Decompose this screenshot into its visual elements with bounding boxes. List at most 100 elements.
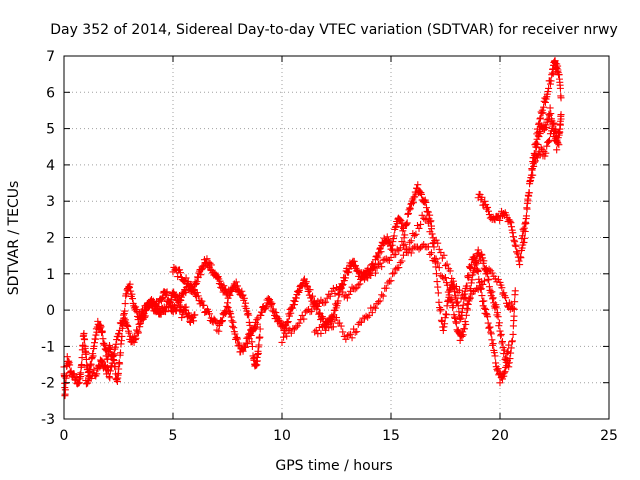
- data-point: [81, 336, 89, 344]
- data-point: [532, 139, 540, 147]
- data-point: [404, 209, 412, 217]
- data-point: [239, 347, 247, 355]
- data-point: [415, 245, 423, 253]
- data-point: [443, 260, 451, 268]
- data-point: [523, 204, 531, 212]
- data-point: [462, 320, 470, 328]
- data-point: [121, 316, 129, 324]
- data-point: [286, 326, 294, 334]
- data-point: [437, 305, 445, 313]
- data-point: [235, 286, 243, 294]
- data-point: [538, 109, 546, 117]
- data-point: [396, 259, 404, 267]
- data-point: [370, 303, 378, 311]
- data-point: [456, 286, 464, 294]
- data-point: [82, 355, 90, 363]
- data-point: [82, 349, 90, 357]
- data-point: [480, 304, 488, 312]
- data-point: [434, 259, 442, 267]
- data-point: [509, 304, 517, 312]
- data-point: [232, 278, 240, 286]
- data-point: [545, 138, 553, 146]
- data-point: [404, 210, 412, 218]
- data-point: [120, 314, 128, 322]
- data-point: [536, 115, 544, 123]
- data-point: [511, 287, 519, 295]
- data-point: [488, 336, 496, 344]
- data-point: [436, 307, 444, 315]
- data-point: [223, 302, 231, 310]
- data-point: [452, 319, 460, 327]
- data-point: [410, 232, 418, 240]
- data-point: [131, 336, 139, 344]
- data-point: [233, 335, 241, 343]
- data-point: [116, 360, 124, 368]
- y-tick-label: 7: [46, 49, 55, 65]
- data-point: [129, 295, 137, 303]
- data-point: [442, 262, 449, 270]
- data-point: [193, 278, 201, 286]
- data-point: [553, 138, 561, 146]
- data-point: [438, 273, 446, 281]
- data-point: [432, 255, 440, 263]
- data-point: [177, 296, 185, 304]
- data-point: [337, 284, 345, 292]
- data-point: [311, 328, 319, 336]
- data-point: [472, 257, 480, 265]
- series-E: [278, 238, 519, 371]
- data-points: [60, 57, 565, 400]
- data-point: [491, 275, 499, 283]
- data-point: [253, 320, 261, 328]
- data-point: [323, 321, 331, 329]
- data-point: [289, 304, 297, 312]
- data-point: [448, 298, 456, 306]
- data-point: [317, 329, 325, 337]
- data-point: [340, 332, 348, 340]
- data-point: [456, 315, 464, 323]
- data-point: [484, 313, 492, 321]
- data-point: [119, 311, 127, 319]
- data-point: [498, 339, 506, 347]
- data-point: [520, 224, 528, 232]
- data-point: [300, 315, 308, 323]
- data-point: [182, 303, 190, 311]
- data-point: [376, 297, 384, 305]
- data-point: [510, 236, 518, 244]
- data-point: [378, 263, 386, 271]
- data-point: [545, 84, 553, 92]
- data-point: [496, 327, 504, 335]
- data-point: [494, 365, 502, 373]
- data-point: [347, 330, 355, 338]
- data-point: [557, 115, 565, 123]
- data-point: [387, 277, 395, 285]
- data-point: [465, 272, 473, 280]
- data-point: [494, 309, 502, 317]
- data-point: [482, 270, 490, 278]
- data-point: [462, 311, 470, 319]
- data-point: [513, 248, 521, 256]
- data-point: [193, 289, 201, 297]
- data-point: [244, 309, 252, 317]
- data-point: [134, 327, 142, 335]
- data-point: [542, 149, 550, 157]
- data-point: [158, 294, 166, 302]
- data-point: [524, 197, 532, 205]
- data-point: [108, 359, 116, 367]
- data-point: [187, 281, 195, 289]
- data-point: [549, 69, 557, 77]
- data-point: [418, 242, 426, 250]
- data-point: [478, 251, 486, 259]
- data-point: [238, 287, 246, 295]
- data-point: [111, 343, 119, 351]
- data-point: [162, 308, 170, 316]
- data-point: [389, 238, 397, 246]
- data-point: [245, 335, 253, 343]
- data-point: [492, 303, 500, 311]
- chart-title: Day 352 of 2014, Sidereal Day-to-day VTE…: [50, 22, 618, 38]
- data-point: [362, 312, 370, 320]
- data-point: [535, 120, 543, 128]
- data-point: [449, 302, 457, 310]
- data-point: [215, 327, 223, 335]
- data-point: [374, 254, 382, 262]
- data-point: [182, 274, 190, 282]
